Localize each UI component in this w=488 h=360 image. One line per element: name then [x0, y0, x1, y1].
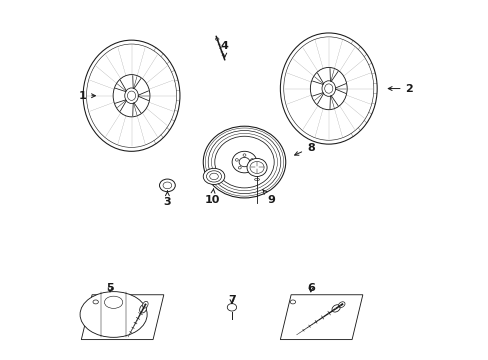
Text: 2: 2: [387, 84, 412, 94]
Ellipse shape: [159, 179, 175, 192]
Ellipse shape: [254, 179, 259, 180]
Ellipse shape: [290, 300, 295, 304]
Text: 8: 8: [294, 143, 314, 155]
Ellipse shape: [140, 305, 146, 313]
Text: 9: 9: [263, 190, 275, 205]
Text: 3: 3: [163, 191, 171, 207]
Polygon shape: [280, 295, 362, 339]
Text: 4: 4: [221, 41, 228, 57]
Text: 7: 7: [227, 295, 235, 305]
Text: 6: 6: [306, 283, 314, 293]
Ellipse shape: [80, 292, 147, 337]
Ellipse shape: [93, 300, 98, 304]
Text: 5: 5: [106, 283, 114, 293]
Ellipse shape: [246, 158, 266, 176]
Ellipse shape: [331, 305, 340, 312]
Text: 1: 1: [79, 91, 95, 101]
Text: 10: 10: [204, 189, 220, 205]
Ellipse shape: [227, 303, 236, 311]
Ellipse shape: [338, 302, 345, 307]
Ellipse shape: [142, 301, 148, 308]
Polygon shape: [81, 295, 163, 339]
Ellipse shape: [215, 38, 219, 40]
Ellipse shape: [203, 168, 224, 184]
